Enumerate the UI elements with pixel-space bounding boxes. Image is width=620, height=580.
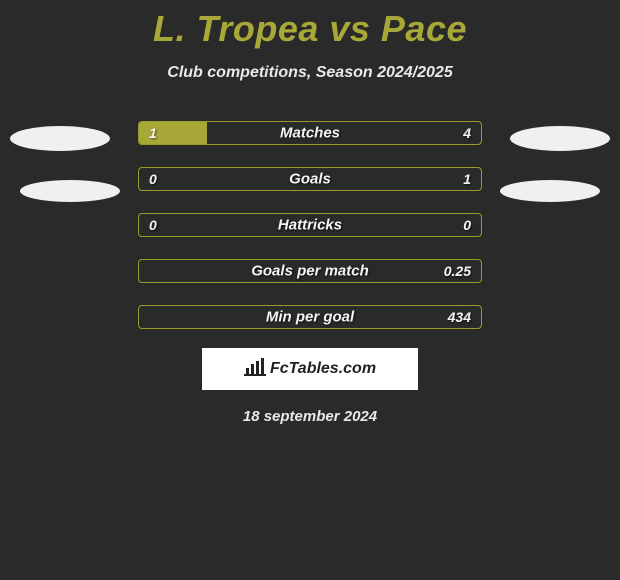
stat-bar: Goals per match 0.25	[138, 259, 482, 283]
stats-container: 1 Matches 4 0 Goals 1 0 Hattricks 0 Goal…	[0, 110, 620, 340]
date-text: 18 september 2024	[0, 408, 620, 425]
brand-box[interactable]: FcTables.com	[202, 348, 418, 390]
stat-value-left: 1	[149, 125, 157, 141]
chart-icon	[244, 358, 266, 381]
stat-value-left: 0	[149, 171, 157, 187]
stat-label: Goals per match	[251, 263, 369, 280]
stat-value-right: 0.25	[444, 263, 471, 279]
stat-bar: 0 Hattricks 0	[138, 213, 482, 237]
subtitle: Club competitions, Season 2024/2025	[0, 64, 620, 82]
stat-bar: Min per goal 434	[138, 305, 482, 329]
stat-label: Hattricks	[278, 217, 342, 234]
stat-value-right: 0	[463, 217, 471, 233]
stat-value-left: 0	[149, 217, 157, 233]
stat-value-right: 4	[463, 125, 471, 141]
stat-row: 0 Goals 1	[0, 156, 620, 202]
stat-row: 1 Matches 4	[0, 110, 620, 156]
stat-label: Matches	[280, 125, 340, 142]
stat-label: Min per goal	[266, 309, 354, 326]
brand-text: FcTables.com	[270, 360, 376, 378]
stat-value-right: 1	[463, 171, 471, 187]
stat-label: Goals	[289, 171, 331, 188]
stat-value-right: 434	[448, 309, 471, 325]
page-title: L. Tropea vs Pace	[0, 0, 620, 50]
stat-bar: 0 Goals 1	[138, 167, 482, 191]
stat-row: Min per goal 434	[0, 294, 620, 340]
stat-row: 0 Hattricks 0	[0, 202, 620, 248]
stat-bar: 1 Matches 4	[138, 121, 482, 145]
stat-row: Goals per match 0.25	[0, 248, 620, 294]
